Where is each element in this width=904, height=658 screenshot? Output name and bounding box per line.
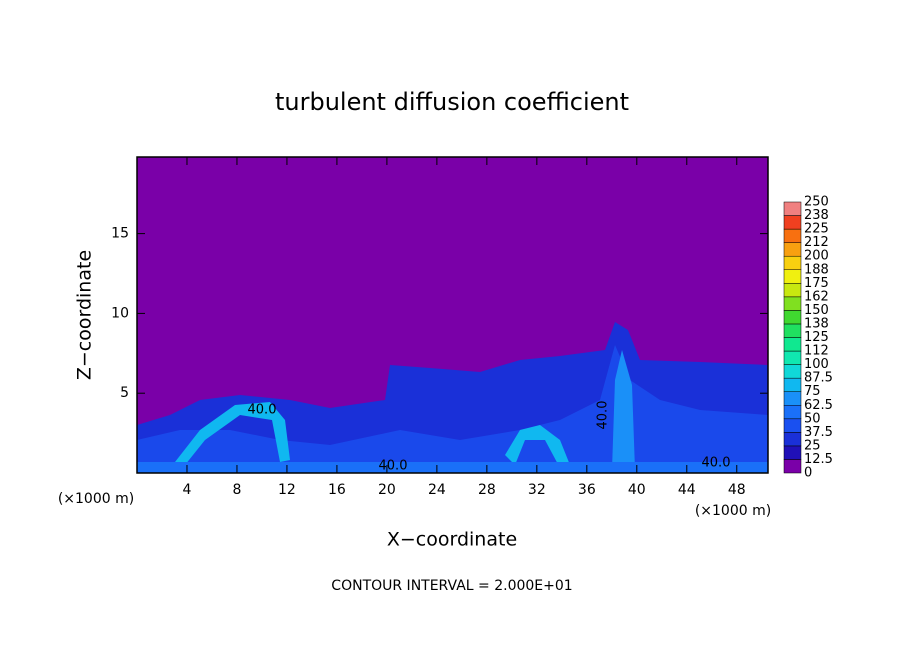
- contour-label: 40.0: [379, 459, 408, 474]
- colorbar-bin: [783, 310, 802, 325]
- colorbar-bin: [783, 283, 802, 298]
- chart-title: turbulent diffusion coefficient: [275, 88, 629, 116]
- colorbar-label: 50: [804, 411, 821, 426]
- x-tick-label: 8: [232, 482, 241, 498]
- colorbar-bin: [783, 432, 802, 447]
- colorbar-bin: [783, 215, 802, 230]
- colorbar-bin: [783, 350, 802, 365]
- field-region: [175, 402, 290, 465]
- colorbar-label: 212: [804, 235, 829, 250]
- colorbar-bin: [783, 418, 802, 433]
- y-tick-label: 15: [111, 226, 129, 242]
- colorbar-label: 250: [804, 195, 829, 210]
- colorbar-bin: [783, 323, 802, 338]
- colorbar-bin: [783, 201, 802, 216]
- x-tick-label: 16: [328, 482, 346, 498]
- colorbar-label: 112: [804, 344, 829, 359]
- y-axis-label: Z−coordinate: [74, 250, 96, 380]
- colorbar-label: 175: [804, 276, 829, 291]
- colorbar-bin: [783, 228, 802, 243]
- colorbar-bin: [783, 459, 802, 474]
- colorbar-label: 125: [804, 330, 829, 345]
- x-tick-label: 48: [728, 482, 746, 498]
- field-region: [612, 350, 635, 470]
- y-tick-label: 5: [120, 385, 129, 401]
- colorbar-bin: [783, 337, 802, 352]
- x-tick-label: 44: [678, 482, 696, 498]
- colorbar-label: 100: [804, 357, 829, 372]
- colorbar-label: 12.5: [804, 452, 833, 467]
- colorbar-bin: [783, 296, 802, 311]
- colorbar-label: 0: [804, 466, 812, 481]
- colorbar-label: 25: [804, 438, 821, 453]
- contour-label: 40.0: [702, 456, 731, 471]
- colorbar-label: 200: [804, 249, 829, 264]
- field-region: [505, 425, 570, 468]
- x-tick-label: 20: [378, 482, 396, 498]
- colorbar-bin: [783, 445, 802, 460]
- plot-frame: [136, 156, 769, 474]
- colorbar-bin: [783, 377, 802, 392]
- colorbar-bin: [783, 391, 802, 406]
- x-unit: (×1000 m): [695, 503, 771, 519]
- colorbar-label: 225: [804, 222, 829, 237]
- y-unit: (×1000 m): [58, 491, 134, 507]
- subtitle: CONTOUR INTERVAL = 2.000E+01: [331, 578, 572, 594]
- field-region: [137, 462, 768, 473]
- colorbar-bin: [783, 364, 802, 379]
- colorbar-bin: [783, 269, 802, 284]
- x-tick-label: 4: [183, 482, 192, 498]
- x-tick-label: 24: [428, 482, 446, 498]
- colorbar-label: 87.5: [804, 371, 833, 386]
- colorbar-label: 150: [804, 303, 829, 318]
- x-tick-label: 40: [628, 482, 646, 498]
- colorbar-label: 62.5: [804, 398, 833, 413]
- contour-label: 40.0: [248, 403, 277, 418]
- field-region: [137, 345, 768, 473]
- colorbar-bin: [783, 255, 802, 271]
- x-tick-label: 36: [578, 482, 596, 498]
- colorbar-label: 188: [804, 262, 829, 277]
- x-tick-label: 32: [528, 482, 546, 498]
- x-axis-label: X−coordinate: [387, 529, 517, 551]
- colorbar-label: 238: [804, 208, 829, 223]
- y-tick-label: 10: [111, 305, 129, 321]
- colorbar-label: 162: [804, 289, 829, 304]
- colorbar-bin: [783, 405, 802, 420]
- x-tick-label: 28: [478, 482, 496, 498]
- colorbar-label: 37.5: [804, 425, 833, 440]
- x-tick-label: 12: [278, 482, 296, 498]
- colorbar-label: 138: [804, 316, 829, 331]
- colorbar-label: 75: [804, 384, 821, 399]
- colorbar-bin: [783, 242, 802, 257]
- contour-label: 40.0: [596, 401, 611, 430]
